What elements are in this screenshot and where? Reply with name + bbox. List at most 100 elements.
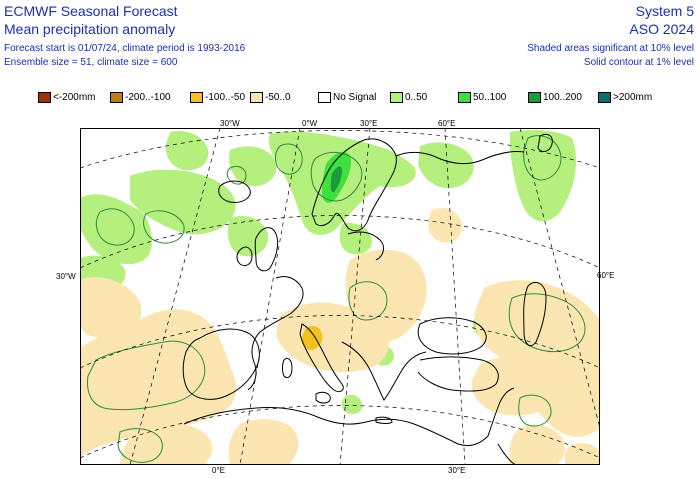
coastline-north-africa [183, 407, 489, 447]
coastline-black-sea [417, 317, 487, 355]
forecast-info: Forecast start is 01/07/24, climate peri… [4, 43, 246, 54]
coastlines [182, 133, 553, 465]
product-title: ECMWF Seasonal Forecast [4, 3, 178, 19]
wet-area-greece [341, 394, 362, 414]
coastline-scandinavia [311, 138, 397, 232]
coastline-sardinia [282, 357, 293, 379]
contour-line [523, 135, 562, 181]
lon-label-top: 30°E [360, 119, 378, 128]
contour-line [275, 143, 303, 175]
wet-area-north-sea [227, 215, 269, 257]
legend-swatch [110, 91, 123, 103]
legend-label: No Signal [333, 91, 377, 103]
dry-area-arabia-north [564, 443, 600, 465]
legend-swatch [250, 91, 263, 103]
wet-area-iceland [229, 146, 277, 187]
coastline-novaya-zemlya [537, 133, 553, 152]
legend-label: <-200mm [53, 91, 96, 103]
coastline-sicily [315, 391, 331, 404]
contour-line [348, 281, 388, 321]
dry-anomaly-shading [80, 207, 600, 465]
meridian-line [239, 128, 301, 465]
dry-area-iberia-atlantic [80, 309, 237, 458]
contour-line [95, 208, 135, 246]
contour-line [310, 151, 363, 202]
legend-swatch [190, 91, 203, 103]
coastline-continent-west [247, 275, 304, 391]
legend-item: 100..200 [528, 90, 582, 104]
wet-area-norway-strong [330, 166, 342, 193]
lon-label-top: 60°E [438, 119, 456, 128]
contour-line [508, 293, 586, 352]
meridian-line [519, 128, 600, 429]
system-label: System 5 [635, 3, 694, 19]
ensemble-info: Ensemble size = 51, climate size = 600 [4, 57, 178, 68]
legend-label: -100..-50 [205, 91, 246, 103]
strong-wet-shading [322, 151, 352, 203]
coastline-caspian [523, 282, 547, 347]
dry-area-north-africa-west [120, 422, 213, 465]
wet-area-ural [510, 130, 576, 222]
significance-contours [87, 135, 586, 463]
wet-area-north-atlantic-band [130, 169, 236, 235]
legend-item: 50..100 [458, 90, 506, 104]
lon-label-bottom: 30°E [448, 466, 466, 475]
coastline-crete [375, 416, 393, 424]
dry-area-caspian [474, 280, 600, 437]
coastline-ireland [236, 246, 253, 267]
precipitation-anomaly-map [80, 128, 600, 465]
legend-label: -50..0 [265, 91, 291, 103]
lon-label-top: 30°W [220, 119, 240, 128]
wet-area-baltic [339, 222, 373, 255]
product-subtitle: Mean precipitation anomaly [4, 21, 176, 37]
coastline-iceland [218, 180, 251, 203]
season-label: ASO 2024 [629, 21, 694, 37]
legend-item: -50..0 [250, 90, 291, 104]
dry-area-atlantic-band [80, 277, 142, 338]
legend-item: <-200mm [38, 90, 96, 104]
lon-label-right: 60°E [597, 271, 615, 280]
legend-swatch [598, 91, 611, 103]
contour-line [143, 210, 185, 244]
legend-item: No Signal [318, 90, 376, 104]
wet-area-greenland-sea [165, 130, 209, 171]
legend-label: -200..-100 [125, 91, 171, 103]
contour-note: Solid contour at 1% level [583, 57, 694, 68]
meridian-line [444, 128, 466, 465]
color-legend: <-200mm -200..-100 -100..-50 -50..0 No S… [38, 90, 678, 104]
map-frame [80, 128, 600, 465]
legend-swatch [528, 91, 541, 103]
contour-line [226, 165, 247, 185]
legend-label: 50..100 [473, 91, 507, 103]
legend-swatch [318, 91, 331, 103]
legend-item: -200..-100 [110, 90, 171, 104]
coastline-iberia [182, 328, 260, 400]
parallel-line [80, 405, 600, 459]
contour-line [117, 428, 163, 463]
coastline-levant [487, 387, 515, 437]
legend-swatch [458, 91, 471, 103]
parallel-line [80, 130, 600, 169]
coastline-baltic [347, 231, 384, 261]
lon-label-left: 30°W [56, 272, 76, 281]
shading-note: Shaded areas significant at 10% level [527, 43, 694, 54]
dry-area-italy-medium [301, 326, 323, 350]
meridian-line [339, 128, 371, 465]
legend-item: >200mm [598, 90, 652, 104]
coastline-balkans [341, 341, 427, 401]
legend-label: >200mm [613, 91, 653, 103]
legend-swatch [390, 91, 403, 103]
lon-label-bottom: 0°E [212, 466, 225, 475]
wet-area-west-russia [418, 142, 474, 189]
lon-label-top: 0°W [302, 119, 318, 128]
contour-line [518, 394, 552, 427]
legend-label: 100..200 [543, 91, 582, 103]
dry-area-sahara-east [509, 425, 565, 465]
coastline-arctic-russia [395, 151, 525, 165]
coastline-britain [254, 227, 279, 272]
legend-swatch [38, 91, 51, 103]
legend-item: 0..50 [390, 90, 427, 104]
coastline-turkey [417, 356, 499, 392]
contour-line [87, 340, 206, 411]
meridian-line [129, 128, 221, 465]
